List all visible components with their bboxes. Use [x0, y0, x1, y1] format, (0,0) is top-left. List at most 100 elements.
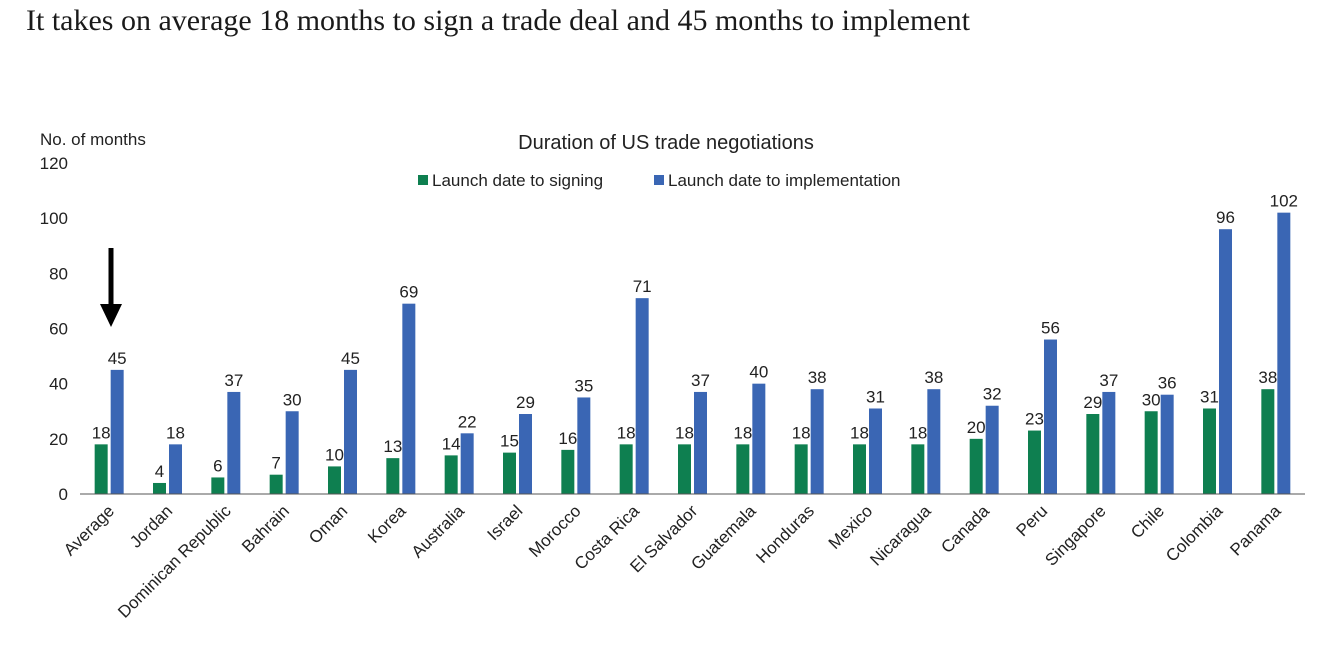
y-tick-label: 100 [40, 209, 68, 228]
x-tick-label: Honduras [752, 501, 818, 567]
bar-signing [1028, 430, 1041, 494]
bar-implementation [635, 298, 649, 494]
x-tick-label: Panama [1226, 501, 1285, 560]
bar-signing [211, 477, 225, 494]
data-label-implementation: 56 [1041, 319, 1060, 338]
data-label-signing: 18 [675, 423, 694, 442]
data-label-implementation: 71 [633, 277, 652, 296]
bar-implementation [402, 303, 416, 494]
data-label-signing: 29 [1083, 393, 1102, 412]
data-label-signing: 20 [967, 418, 986, 437]
bar-signing [969, 438, 983, 494]
data-label-signing: 18 [792, 423, 811, 442]
bar-implementation [1102, 391, 1116, 494]
bar-signing [678, 444, 691, 494]
data-label-signing: 18 [733, 423, 752, 442]
bar-signing [1144, 411, 1158, 494]
x-tick-label: Canada [937, 501, 993, 557]
bar-implementation [285, 411, 299, 494]
y-axis-label: No. of months [40, 130, 146, 149]
data-label-implementation: 45 [341, 349, 360, 368]
slide-headline: It takes on average 18 months to sign a … [26, 4, 970, 37]
bar-implementation [927, 389, 941, 494]
data-label-signing: 4 [155, 462, 164, 481]
bar-signing [153, 482, 166, 494]
data-label-implementation: 32 [983, 385, 1002, 404]
x-tick-label: Bahrain [238, 501, 293, 556]
bar-signing [911, 444, 925, 494]
bar-signing [794, 444, 808, 494]
data-label-implementation: 37 [691, 371, 710, 390]
legend: Launch date to signing Launch date to im… [418, 171, 901, 190]
data-label-signing: 15 [500, 432, 519, 451]
bar-signing [269, 474, 283, 494]
data-label-implementation: 96 [1216, 208, 1235, 227]
bar-implementation [694, 391, 707, 494]
x-tick-label: Dominican Republic [114, 501, 235, 622]
data-label-implementation: 18 [166, 423, 185, 442]
bar-implementation [577, 397, 591, 494]
data-label-implementation: 36 [1158, 374, 1177, 393]
y-tick-label: 40 [49, 375, 68, 394]
data-label-implementation: 102 [1270, 192, 1298, 211]
chart-title: Duration of US trade negotiations [518, 132, 814, 154]
bar-implementation [519, 414, 532, 494]
bar-signing [619, 444, 633, 494]
bar-signing [1086, 414, 1100, 494]
x-tick-label: Mexico [825, 501, 877, 553]
y-tick-label: 80 [49, 264, 68, 283]
data-label-implementation: 38 [808, 368, 827, 387]
data-label-implementation: 38 [924, 368, 943, 387]
y-tick-label: 0 [59, 485, 68, 504]
bar-signing [736, 444, 750, 494]
x-tick-label: Singapore [1041, 501, 1109, 569]
bar-implementation [869, 408, 882, 494]
data-label-signing: 31 [1200, 387, 1219, 406]
x-tick-label: Australia [408, 501, 469, 562]
data-label-signing: 18 [617, 423, 636, 442]
data-label-signing: 13 [383, 437, 402, 456]
y-tick-label: 20 [49, 430, 68, 449]
data-label-implementation: 40 [749, 363, 768, 382]
data-label-signing: 18 [850, 423, 869, 442]
x-tick-label: Peru [1012, 501, 1051, 540]
legend-label-implementation: Launch date to implementation [668, 171, 901, 190]
bar-implementation [1160, 394, 1174, 494]
x-tick-label: Colombia [1162, 501, 1227, 566]
data-label-implementation: 69 [399, 283, 418, 302]
data-label-implementation: 29 [516, 393, 535, 412]
bar-implementation [810, 389, 824, 494]
data-label-signing: 38 [1258, 368, 1277, 387]
bar-signing [853, 444, 866, 494]
data-label-implementation: 45 [108, 349, 127, 368]
bars: 18 45 4 18 6 37 7 30 10 45 13 69 14 22 15 29 16 35 18 71 18 3… [92, 192, 1298, 494]
bar-implementation [752, 383, 766, 494]
x-tick-label: Jordan [126, 501, 176, 551]
x-tick-label: Korea [364, 501, 410, 547]
y-tick-label: 60 [49, 320, 68, 339]
average-arrow-icon [100, 248, 122, 327]
x-tick-label: Oman [305, 501, 351, 547]
bar-implementation [1044, 339, 1057, 494]
legend-label-signing: Launch date to signing [432, 171, 603, 190]
y-tick-label: 120 [40, 154, 68, 173]
data-label-signing: 7 [271, 454, 280, 473]
legend-swatch-signing [418, 175, 428, 185]
data-label-signing: 16 [558, 429, 577, 448]
data-label-signing: 14 [442, 434, 461, 453]
x-tick-label: Nicaragua [866, 501, 935, 570]
x-tick-label: Chile [1127, 501, 1168, 542]
bar-signing [503, 452, 516, 494]
x-tick-label: Israel [483, 501, 526, 544]
data-label-implementation: 22 [458, 412, 477, 431]
bar-signing [1261, 389, 1275, 494]
bar-implementation [169, 444, 182, 494]
bar-implementation [110, 369, 124, 494]
data-label-signing: 23 [1025, 410, 1044, 429]
data-label-signing: 18 [908, 423, 927, 442]
legend-swatch-implementation [654, 175, 664, 185]
bar-implementation [460, 433, 474, 494]
bar-signing [561, 449, 575, 494]
data-label-implementation: 37 [1099, 371, 1118, 390]
